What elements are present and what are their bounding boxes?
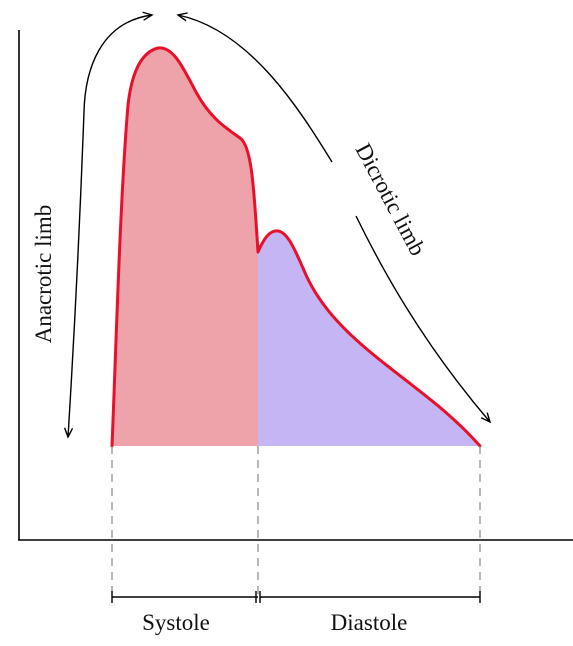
anacrotic-limb-arrow-lower	[63, 111, 85, 439]
systole-area	[112, 47, 258, 447]
anacrotic-limb-arrow	[83, 11, 154, 113]
systole-bracket	[111, 591, 258, 603]
dicrotic-limb-arrow-upper	[176, 12, 333, 163]
anacrotic-limb-label: Anacrotic limb	[31, 205, 56, 344]
systole-label: Systole	[142, 610, 210, 635]
diastole-label: Diastole	[331, 610, 408, 635]
dicrotic-limb-arrow-lower	[355, 215, 492, 424]
diastole-area	[258, 230, 480, 446]
pressure-curve	[110, 46, 482, 448]
dicrotic-limb-label: Dicrotic limb	[351, 139, 431, 260]
diastole-bracket	[259, 591, 481, 603]
